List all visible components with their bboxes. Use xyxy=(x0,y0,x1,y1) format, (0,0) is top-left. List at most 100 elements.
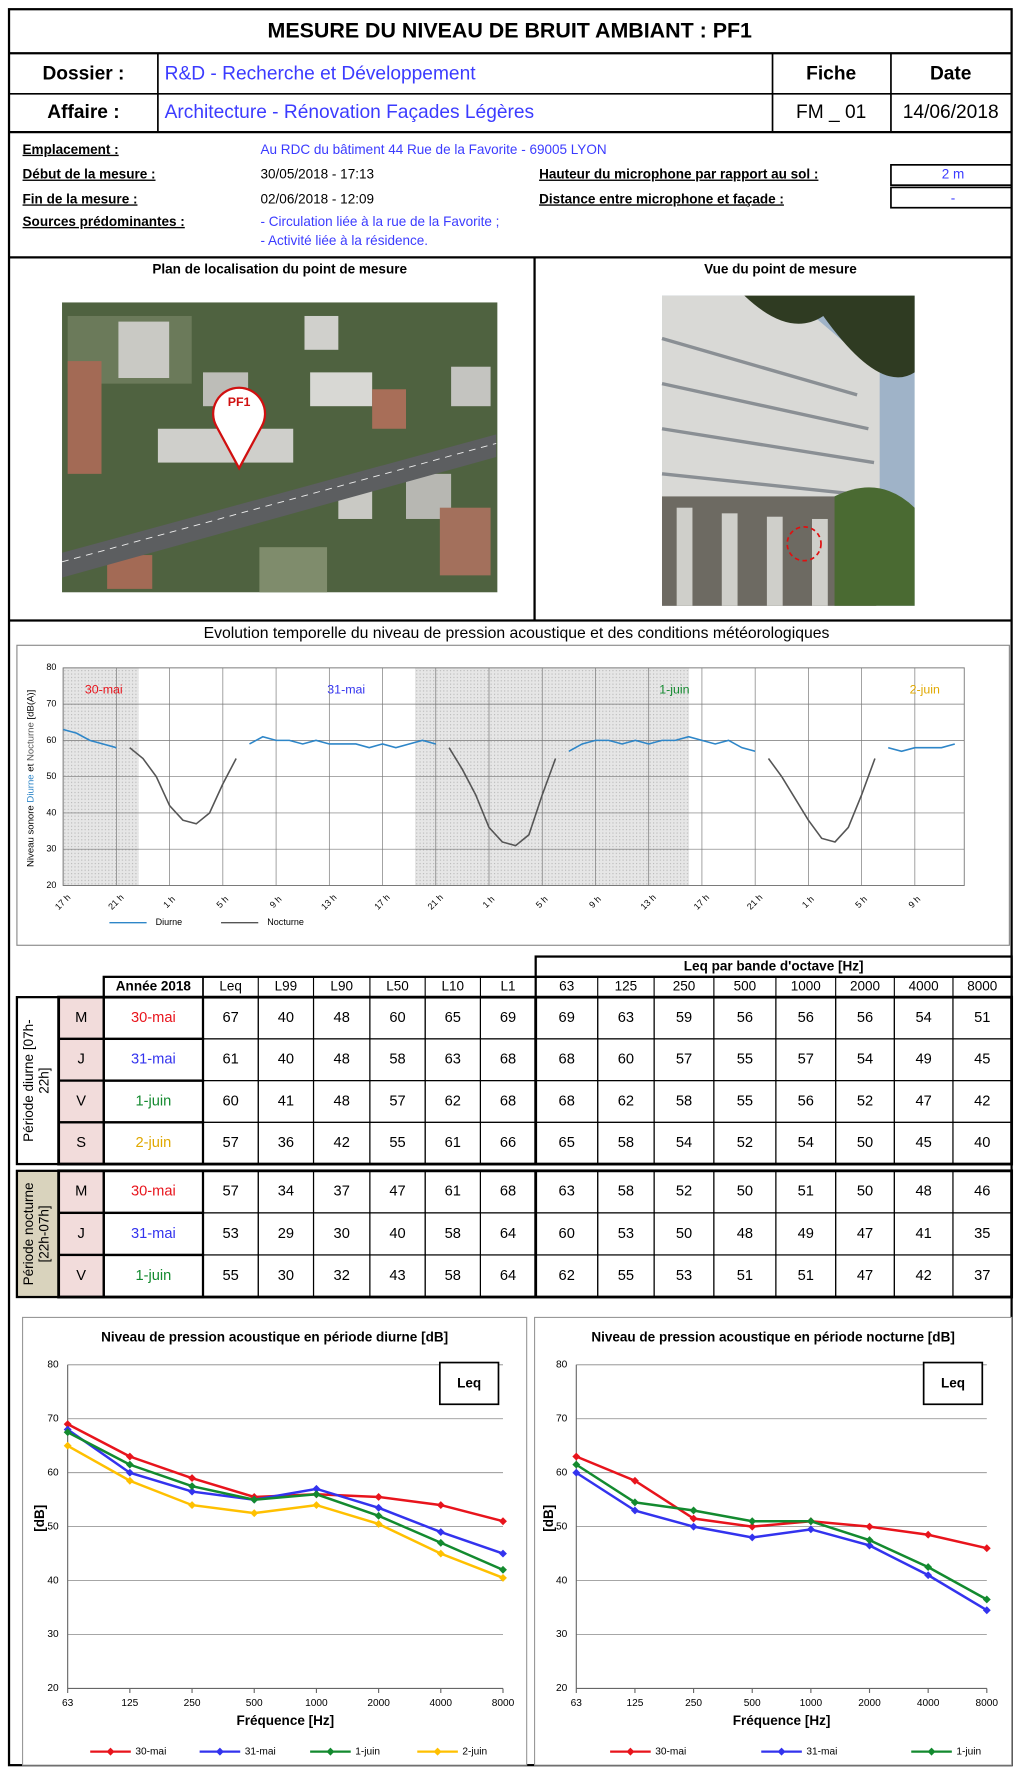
cell-value: 47 xyxy=(389,1184,405,1200)
column-header: 125 xyxy=(615,979,638,994)
series-line xyxy=(67,1431,504,1571)
data-point xyxy=(436,1528,445,1536)
y-tick-label: 60 xyxy=(46,735,56,745)
data-point xyxy=(982,1606,991,1615)
column-header: L90 xyxy=(330,979,353,994)
label: Date xyxy=(930,64,972,85)
label: Début de la mesure : xyxy=(23,167,156,182)
header: Année 2018 xyxy=(116,979,192,994)
x-axis-label: Fréquence [Hz] xyxy=(733,1713,831,1728)
day: V xyxy=(76,1268,86,1284)
annotation: Leq xyxy=(941,1376,965,1391)
data-point xyxy=(250,1495,259,1504)
cell-value: 64 xyxy=(500,1268,516,1284)
cell-value: 58 xyxy=(676,1093,692,1109)
cell-value: 62 xyxy=(559,1268,575,1284)
legend-marker xyxy=(626,1747,635,1756)
series-line xyxy=(67,1423,504,1523)
value: - Activité liée à la résidence. xyxy=(261,233,429,248)
y-tick-label: 20 xyxy=(47,1683,59,1694)
cell-value: 68 xyxy=(559,1093,575,1109)
aerial-photo xyxy=(61,302,498,593)
date: 31-mai xyxy=(131,1052,176,1068)
data-point xyxy=(689,1522,698,1531)
cell-value: 59 xyxy=(676,1010,692,1026)
cell-value: 46 xyxy=(974,1184,990,1200)
data-point xyxy=(748,1517,757,1526)
day-label: 2-juin xyxy=(910,683,940,697)
cell-value: 68 xyxy=(500,1093,516,1109)
legend-label: 1-juin xyxy=(956,1746,981,1757)
y-tick-label: 70 xyxy=(556,1413,568,1424)
column-header: 2000 xyxy=(850,979,880,994)
series-line xyxy=(575,1463,988,1601)
group-label: Période nocturne xyxy=(21,1182,36,1285)
date: 1-juin xyxy=(135,1268,171,1284)
cell-value: 60 xyxy=(559,1226,575,1242)
day-label: 30-mai xyxy=(85,683,123,697)
cell-value: 30 xyxy=(278,1268,294,1284)
x-tick-label: 250 xyxy=(685,1698,702,1709)
series-line xyxy=(575,1455,988,1550)
data-point xyxy=(125,1468,134,1477)
cell-value: 35 xyxy=(974,1226,990,1242)
y-tick-label: 40 xyxy=(46,807,56,817)
group-label: Période diurne [07h- xyxy=(21,1019,36,1141)
cell-value: 51 xyxy=(798,1184,814,1200)
data-point xyxy=(924,1530,933,1539)
column-header: L50 xyxy=(386,979,409,994)
cell-value: 55 xyxy=(618,1268,634,1284)
y-tick-label: 30 xyxy=(47,1629,59,1640)
cell-value: 63 xyxy=(445,1052,461,1068)
cell-value: 49 xyxy=(798,1226,814,1242)
cell-value: 40 xyxy=(389,1226,405,1242)
y-tick-label: 50 xyxy=(47,1521,59,1532)
column-header: 500 xyxy=(734,979,757,994)
cell-value: 61 xyxy=(445,1135,461,1151)
cell-value: 58 xyxy=(618,1135,634,1151)
series-line xyxy=(575,1471,988,1612)
day: J xyxy=(78,1226,85,1242)
label: Dossier : xyxy=(42,64,124,85)
x-tick-label: 500 xyxy=(744,1698,761,1709)
y-axis-label-part: [dB(A)] xyxy=(25,690,36,722)
title: MESURE DU NIVEAU DE BRUIT AMBIANT : PF1 xyxy=(268,18,753,42)
x-tick-label: 500 xyxy=(246,1698,263,1709)
cell-value: 48 xyxy=(737,1226,753,1242)
legend-label: 31-mai xyxy=(245,1746,276,1757)
data-point xyxy=(436,1538,445,1547)
cell-value: 48 xyxy=(334,1010,350,1026)
cell-value: 32 xyxy=(334,1268,350,1284)
cell-value: 53 xyxy=(676,1268,692,1284)
cell-value: 54 xyxy=(676,1135,692,1151)
cell-value: 56 xyxy=(737,1010,753,1026)
legend-label: 31-mai xyxy=(806,1746,837,1757)
legend-label: 30-mai xyxy=(655,1746,686,1757)
cell-value: 55 xyxy=(737,1052,753,1068)
cell-value: 60 xyxy=(389,1010,405,1026)
data-point xyxy=(689,1514,698,1523)
y-axis-label-part: Diurne xyxy=(25,774,36,802)
column-header: L10 xyxy=(442,979,465,994)
cell-value: 58 xyxy=(445,1268,461,1284)
cell-value: 47 xyxy=(857,1268,873,1284)
cell-value: 61 xyxy=(445,1184,461,1200)
legend-label: 30-mai xyxy=(135,1746,166,1757)
data-point xyxy=(630,1476,639,1485)
cell-value: 34 xyxy=(278,1184,294,1200)
value: Architecture - Rénovation Façades Légère… xyxy=(165,102,535,123)
data-point xyxy=(125,1476,134,1485)
cell-value: 52 xyxy=(737,1135,753,1151)
cell-value: 56 xyxy=(798,1010,814,1026)
y-tick-label: 30 xyxy=(556,1629,568,1640)
cell-value: 40 xyxy=(278,1010,294,1026)
legend-label: 1-juin xyxy=(355,1746,380,1757)
cell-value: 55 xyxy=(389,1135,405,1151)
series-line xyxy=(62,728,955,753)
y-axis-label: Niveau sonore Diurne et Nocturne [dB(A)] xyxy=(25,690,36,867)
cell-value: 65 xyxy=(559,1135,575,1151)
data-point xyxy=(436,1501,445,1510)
cell-value: 54 xyxy=(915,1010,931,1026)
cell-value: 51 xyxy=(974,1010,990,1026)
cell-value: 48 xyxy=(915,1184,931,1200)
